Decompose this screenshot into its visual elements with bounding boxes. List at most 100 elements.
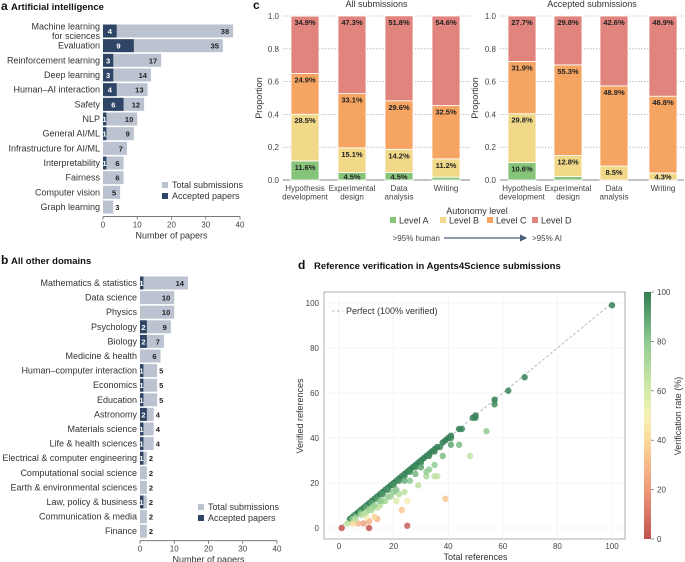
legend-label: Total submissions (208, 502, 280, 512)
bar-accepted (140, 276, 144, 290)
scale-right-label: >95% AI (532, 234, 562, 243)
panel-label: a (1, 0, 8, 13)
bar-accepted (103, 97, 124, 111)
data-point (455, 441, 463, 448)
panel-label: d (298, 258, 305, 272)
data-point (472, 414, 479, 421)
panel-label: b (1, 253, 8, 267)
bar-segment-level-D (384, 15, 414, 102)
bar-accepted (140, 407, 147, 421)
segment-value-label: 15.1% (341, 150, 363, 159)
category-label: development (499, 193, 546, 202)
category-label: General AI/ML (42, 129, 100, 139)
accepted-value-label: 1 (139, 425, 143, 434)
segment-value-label: 14.2% (388, 151, 410, 160)
bar-accepted (103, 127, 107, 141)
data-point (412, 470, 419, 478)
data-point (384, 493, 392, 500)
segment-value-label: 4.5% (390, 172, 407, 181)
y-tick-label: 0.2 (268, 143, 280, 152)
segment-value-label: 55.3% (557, 67, 579, 76)
category-label: Graph learning (40, 202, 100, 212)
segment-value-label: 46.8% (652, 98, 674, 107)
total-value-label: 7 (156, 337, 160, 346)
bar-segment-level-A (553, 176, 583, 181)
bar-segment-level-D (553, 15, 583, 66)
colorbar-tick-label: 0 (657, 535, 662, 544)
data-point (365, 506, 373, 514)
colorbar-tick-label: 20 (657, 486, 666, 495)
x-axis-label: Number of papers (135, 231, 208, 241)
data-point (404, 497, 411, 505)
legend-label: Level B (449, 216, 479, 226)
data-point (401, 477, 408, 484)
category-label: Evaluation (58, 41, 100, 51)
accepted-value-label: 3 (106, 56, 110, 65)
bar-accepted (140, 393, 144, 407)
data-point (379, 491, 386, 498)
data-point (417, 459, 425, 466)
segment-value-label: 51.8% (388, 18, 410, 27)
x-tick-label: 80 (553, 542, 562, 551)
category-label: analysis (385, 193, 414, 202)
plot-frame (323, 291, 626, 540)
data-point (423, 473, 430, 480)
colorbar-tick-label: 40 (657, 436, 666, 445)
data-point (483, 428, 490, 435)
bar-total (103, 68, 151, 82)
legend-swatch (198, 504, 204, 510)
x-tick-label: 30 (238, 545, 247, 554)
legend-title: Autonomy level (446, 206, 508, 216)
bar-accepted (140, 364, 144, 378)
y-tick-label: 1.0 (485, 12, 497, 21)
category-label: Hypothesis (285, 184, 325, 193)
total-value-label: 2 (149, 498, 153, 507)
data-point (371, 513, 378, 520)
category-label: Writing (651, 184, 676, 193)
bar-accepted (140, 378, 144, 392)
bar-segment-level-D (648, 15, 678, 97)
accepted-value-label: 2 (141, 410, 145, 419)
bar-total (140, 305, 175, 319)
category-label: Infrastructure for AI/ML (8, 143, 100, 153)
category-label: Materials science (67, 424, 137, 434)
y-tick-label: 0.0 (268, 176, 280, 185)
data-point (425, 452, 433, 460)
bar-total (103, 185, 121, 199)
data-point (491, 396, 498, 403)
legend-swatch (440, 217, 446, 223)
segment-value-label: 48.9% (603, 88, 625, 97)
category-label: Hypothesis (502, 184, 542, 193)
category-label: Writing (434, 184, 459, 193)
data-point (505, 387, 512, 394)
bar-total (140, 510, 147, 524)
bar-segment-level-A (431, 176, 461, 181)
data-point (412, 464, 419, 471)
legend-swatch (390, 217, 396, 223)
segment-value-label: 28.5% (294, 116, 316, 125)
data-point (423, 468, 430, 475)
bar-total (103, 171, 124, 185)
category-label: Biology (107, 336, 137, 346)
bar-total (140, 393, 158, 407)
total-value-label: 13 (135, 86, 143, 95)
category-label: Computer vision (35, 187, 100, 197)
segment-value-label: 32.5% (435, 108, 457, 117)
category-label: Experimental (329, 184, 376, 193)
legend-label: Level C (496, 216, 527, 226)
data-point (338, 524, 345, 532)
bar-total (140, 466, 147, 480)
category-label: Fairness (65, 173, 100, 183)
segment-value-label: 27.7% (511, 18, 533, 27)
category-label: Reinforcement learning (7, 55, 100, 65)
bar-segment-level-C (553, 64, 583, 156)
panel-c: c All submissions 0.0 0.2 0.4 0.6 0.8 1.0 Propor… (253, 0, 684, 243)
accepted-value-label: 2 (141, 337, 145, 346)
x-tick-label: 40 (273, 545, 282, 554)
bar-total (103, 112, 138, 126)
x-tick-label: 10 (133, 221, 142, 230)
total-value-label: 9 (126, 130, 130, 139)
segment-value-label: 29.6% (388, 103, 410, 112)
data-point (360, 520, 367, 527)
bar-accepted (103, 39, 134, 53)
